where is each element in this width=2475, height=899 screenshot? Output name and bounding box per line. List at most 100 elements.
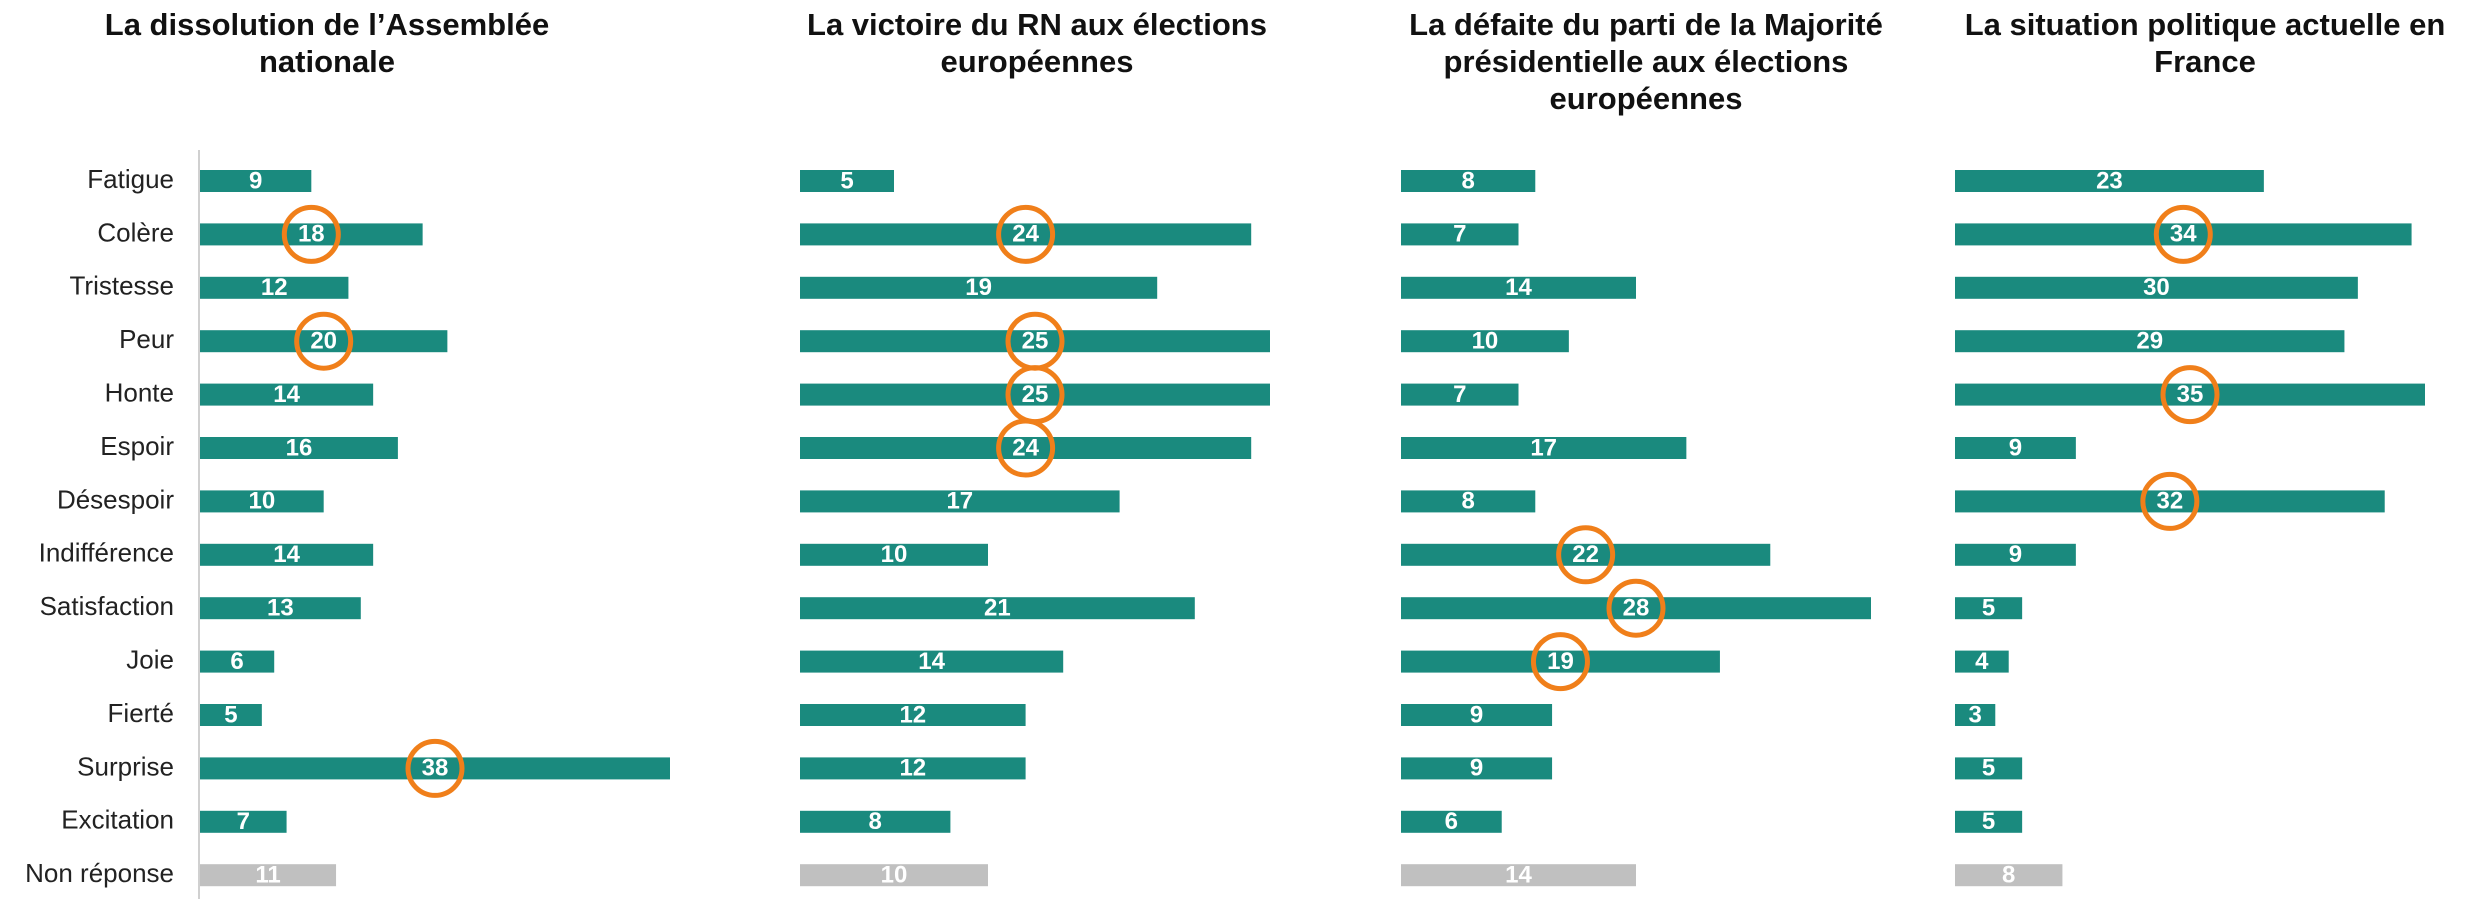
- value-label: 23: [2096, 167, 2123, 194]
- value-label: 18: [298, 221, 325, 248]
- bar: [800, 490, 1120, 513]
- value-label: 35: [2177, 381, 2204, 408]
- highlight-circle: [1530, 632, 1590, 692]
- value-label: 24: [1012, 221, 1039, 248]
- value-label: 14: [273, 381, 300, 408]
- bar: [200, 437, 398, 459]
- highlight-circle: [1556, 525, 1616, 585]
- value-label: 28: [1623, 595, 1650, 622]
- category-label: Honte: [105, 377, 174, 407]
- bar: [1955, 330, 2345, 353]
- value-label: 9: [1470, 755, 1483, 782]
- value-label: 25: [1022, 381, 1049, 408]
- value-label: 5: [224, 701, 237, 728]
- bar: [1955, 810, 2023, 833]
- bar: [1401, 170, 1536, 192]
- value-label: 38: [422, 755, 449, 782]
- value-label: 9: [1470, 701, 1483, 728]
- bar: [1401, 330, 1569, 353]
- value-label: 34: [2170, 221, 2197, 248]
- value-label: 8: [869, 808, 882, 835]
- value-label: 16: [286, 434, 313, 461]
- value-label: 12: [899, 701, 926, 728]
- chart-title: La situation politique actuelle en Franc…: [1964, 7, 2446, 79]
- bar: [1401, 704, 1553, 726]
- bar: [200, 490, 324, 513]
- bar: [1401, 864, 1636, 887]
- bar: [1955, 170, 2264, 192]
- category-label: Surprise: [77, 751, 174, 781]
- value-label: 6: [1445, 808, 1458, 835]
- bar: [1955, 650, 2009, 673]
- category-label: Désespoir: [57, 484, 174, 514]
- bar: [1955, 437, 2076, 459]
- bar: [1955, 383, 2425, 406]
- highlight-circle: [405, 738, 465, 798]
- chart-title: La victoire du RN aux élections européen…: [807, 7, 1267, 79]
- bar: [1955, 276, 2358, 299]
- bar: [200, 383, 374, 406]
- highlight-circle: [996, 204, 1056, 264]
- value-label: 5: [1982, 595, 1995, 622]
- bar: [800, 223, 1252, 246]
- value-label: 8: [2002, 862, 2015, 889]
- value-label: 8: [1461, 167, 1474, 194]
- bar: [1955, 597, 2023, 620]
- bar: [200, 810, 287, 833]
- bar: [200, 864, 337, 887]
- value-label: 7: [1453, 221, 1466, 248]
- value-label: 17: [946, 488, 973, 515]
- bar: [1955, 490, 2385, 513]
- value-label: 5: [1982, 755, 1995, 782]
- bar: [1955, 223, 2412, 246]
- bar: [200, 650, 275, 673]
- category-label: Colère: [97, 217, 174, 247]
- bar: [800, 330, 1270, 353]
- bar: [1401, 543, 1771, 566]
- bar: [1401, 276, 1636, 299]
- category-label: Indifférence: [39, 538, 174, 568]
- highlight-circle: [996, 418, 1056, 478]
- bar: [1401, 757, 1553, 780]
- bar: [1401, 810, 1502, 833]
- value-label: 9: [2009, 434, 2022, 461]
- value-label: 10: [248, 488, 275, 515]
- value-label: 7: [1453, 381, 1466, 408]
- category-label: Fierté: [108, 698, 174, 728]
- value-label: 7: [237, 808, 250, 835]
- bar: [800, 437, 1252, 459]
- value-label: 24: [1012, 434, 1039, 461]
- value-label: 3: [1968, 701, 1981, 728]
- value-label: 25: [1022, 328, 1049, 355]
- bar: [200, 276, 349, 299]
- value-label: 19: [965, 274, 992, 301]
- value-label: 12: [899, 755, 926, 782]
- value-label: 9: [2009, 541, 2022, 568]
- category-label: Excitation: [61, 805, 174, 835]
- value-label: 11: [255, 862, 280, 889]
- value-label: 6: [230, 648, 243, 675]
- bar: [1401, 223, 1519, 246]
- category-label: Satisfaction: [40, 591, 174, 621]
- highlight-circle: [2153, 204, 2213, 264]
- bar: [1401, 650, 1720, 673]
- highlight-circle: [281, 204, 341, 264]
- bar: [1955, 704, 1996, 726]
- bar: [200, 330, 448, 353]
- category-label: Espoir: [100, 431, 174, 461]
- bar: [1955, 543, 2076, 566]
- value-label: 22: [1572, 541, 1599, 568]
- category-label: Peur: [119, 324, 174, 354]
- value-label: 14: [1505, 862, 1532, 889]
- value-label: 29: [2136, 328, 2163, 355]
- value-label: 21: [984, 595, 1011, 622]
- value-label: 19: [1547, 648, 1574, 675]
- value-label: 14: [918, 648, 945, 675]
- value-label: 5: [840, 167, 853, 194]
- bar: [200, 223, 423, 246]
- value-label: 5: [1982, 808, 1995, 835]
- bar: [200, 757, 670, 780]
- bar: [200, 543, 374, 566]
- bar: [800, 276, 1158, 299]
